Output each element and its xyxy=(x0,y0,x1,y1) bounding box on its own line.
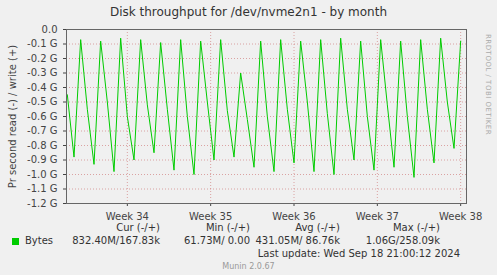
html-text:Min (-/+): Min (-/+) xyxy=(205,222,250,233)
svg-text:Week 34: Week 34 xyxy=(106,211,149,220)
html-text:Disk throughput for /dev/nvme2: Disk throughput for /dev/nvme2n1 - by mo… xyxy=(110,5,387,19)
html-text:Avg (-/+): Avg (-/+) xyxy=(295,222,340,233)
html-text:RRDTOOL / TOBI OETIKER: RRDTOOL / TOBI OETIKER xyxy=(484,34,492,136)
svg-text:Week 37: Week 37 xyxy=(356,211,399,220)
svg-text:-0.8 G: -0.8 G xyxy=(27,140,57,151)
svg-text:Week 38: Week 38 xyxy=(439,211,482,220)
svg-text:-1.0 G: -1.0 G xyxy=(27,169,57,180)
html-text:Bytes: Bytes xyxy=(25,235,54,246)
svg-text:-1.1 G: -1.1 G xyxy=(27,183,57,194)
html-text:Cur (-/+): Cur (-/+) xyxy=(116,222,160,233)
svg-text:-0.7 G: -0.7 G xyxy=(27,125,57,136)
svg-text:-1.2 G: -1.2 G xyxy=(27,198,57,209)
svg-text:-0.4 G: -0.4 G xyxy=(27,82,57,93)
svg-text:-0.6 G: -0.6 G xyxy=(27,111,57,122)
html-text:431.05M/ 86.76k: 431.05M/ 86.76k xyxy=(255,235,340,246)
html-text:61.73M/ 0.00: 61.73M/ 0.00 xyxy=(183,235,250,246)
svg-text:-0.5 G: -0.5 G xyxy=(27,96,57,107)
html-text:Last update: Wed Sep 18 21:00:: Last update: Wed Sep 18 21:00:12 2024 xyxy=(257,248,460,259)
svg-text:0.0: 0.0 xyxy=(42,24,58,35)
svg-text:-0.2 G: -0.2 G xyxy=(27,53,57,64)
svg-text:-0.9 G: -0.9 G xyxy=(27,154,57,165)
html-text:Munin 2.0.67: Munin 2.0.67 xyxy=(222,262,275,271)
svg-text:-0.1 G: -0.1 G xyxy=(27,38,57,49)
svg-text:Week 36: Week 36 xyxy=(272,211,315,220)
svg-text:Pr second read (-) / write (+): Pr second read (-) / write (+) xyxy=(7,45,18,188)
html-text:832.40M/167.83k: 832.40M/167.83k xyxy=(72,235,160,246)
svg-text:-0.3 G: -0.3 G xyxy=(27,67,57,78)
html-text:Max (-/+): Max (-/+) xyxy=(393,222,440,233)
svg-text:Week 35: Week 35 xyxy=(189,211,232,220)
html-text:1.06G/258.09k: 1.06G/258.09k xyxy=(365,235,440,246)
